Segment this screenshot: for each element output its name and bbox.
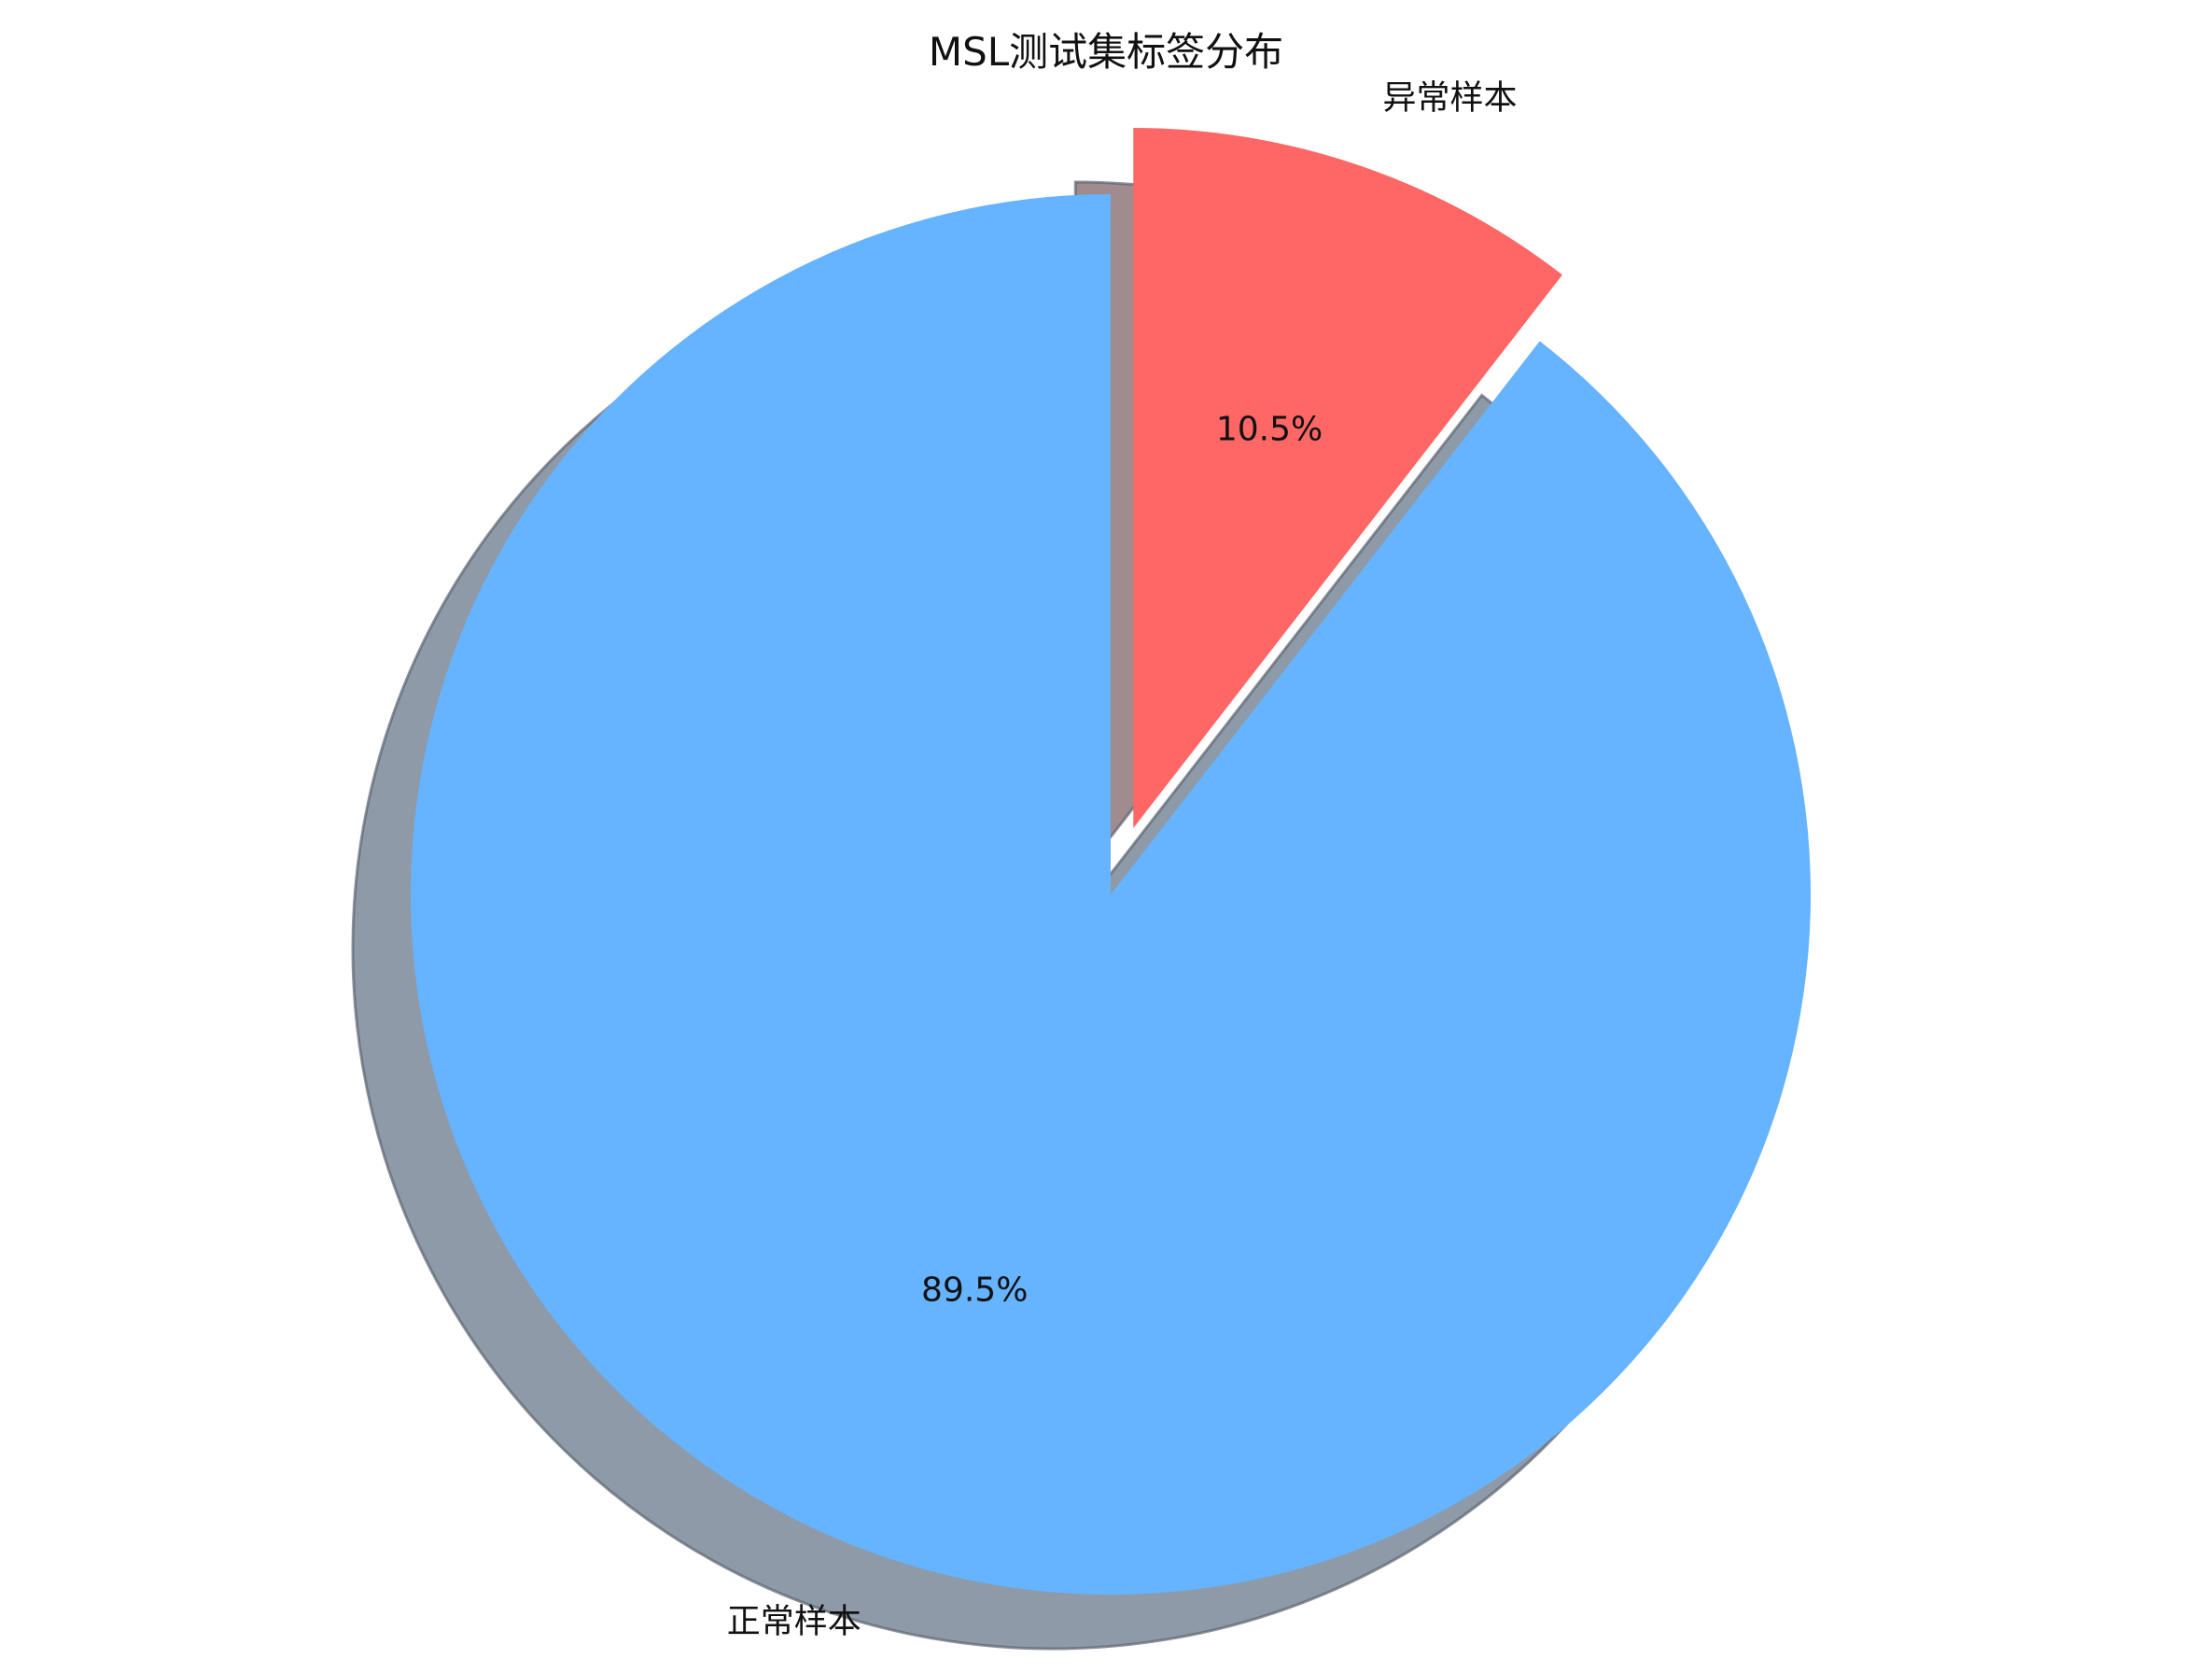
- slice-2-wedge: [411, 194, 1812, 1595]
- slice-1-wedge: [1133, 128, 1562, 829]
- slice-1-label: 异常样本: [1383, 79, 1518, 118]
- slice-layer: [411, 128, 1812, 1595]
- slice-1-percent-label: 10.5%: [1216, 410, 1323, 448]
- slice-2-label: 正常样本: [727, 1603, 861, 1641]
- chart-title: MSL测试集标签分布: [928, 29, 1284, 75]
- slice-2-percent-label: 89.5%: [921, 1272, 1028, 1310]
- label-layer: 异常样本 10.5% 正常样本 89.5%: [727, 79, 1518, 1641]
